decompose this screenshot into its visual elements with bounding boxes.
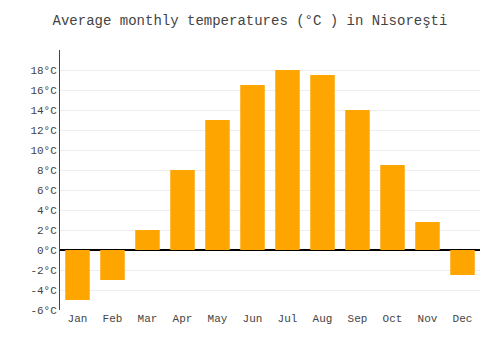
svg-text:Nov: Nov xyxy=(418,313,438,325)
svg-text:0°C: 0°C xyxy=(37,245,57,257)
svg-text:8°C: 8°C xyxy=(37,165,57,177)
svg-text:-4°C: -4°C xyxy=(30,285,57,297)
svg-text:-2°C: -2°C xyxy=(30,265,57,277)
svg-text:Jan: Jan xyxy=(68,313,88,325)
svg-text:14°C: 14°C xyxy=(30,105,57,117)
svg-text:4°C: 4°C xyxy=(37,205,57,217)
svg-text:18°C: 18°C xyxy=(30,65,57,77)
svg-text:12°C: 12°C xyxy=(30,125,57,137)
svg-text:Aug: Aug xyxy=(313,313,333,325)
svg-text:Jun: Jun xyxy=(243,313,263,325)
svg-text:Sep: Sep xyxy=(348,313,368,325)
svg-text:6°C: 6°C xyxy=(37,185,57,197)
svg-text:Apr: Apr xyxy=(173,313,193,325)
svg-text:Feb: Feb xyxy=(103,313,123,325)
svg-text:Mar: Mar xyxy=(138,313,158,325)
svg-text:-6°C: -6°C xyxy=(30,305,57,317)
svg-text:Average monthly temperatures (: Average monthly temperatures (°C ) in Ni… xyxy=(53,13,448,29)
svg-text:10°C: 10°C xyxy=(30,145,57,157)
svg-text:Jul: Jul xyxy=(278,313,298,325)
svg-text:Dec: Dec xyxy=(453,313,473,325)
svg-text:2°C: 2°C xyxy=(37,225,57,237)
svg-text:16°C: 16°C xyxy=(30,85,57,97)
svg-text:Oct: Oct xyxy=(383,313,403,325)
svg-text:May: May xyxy=(208,313,228,325)
